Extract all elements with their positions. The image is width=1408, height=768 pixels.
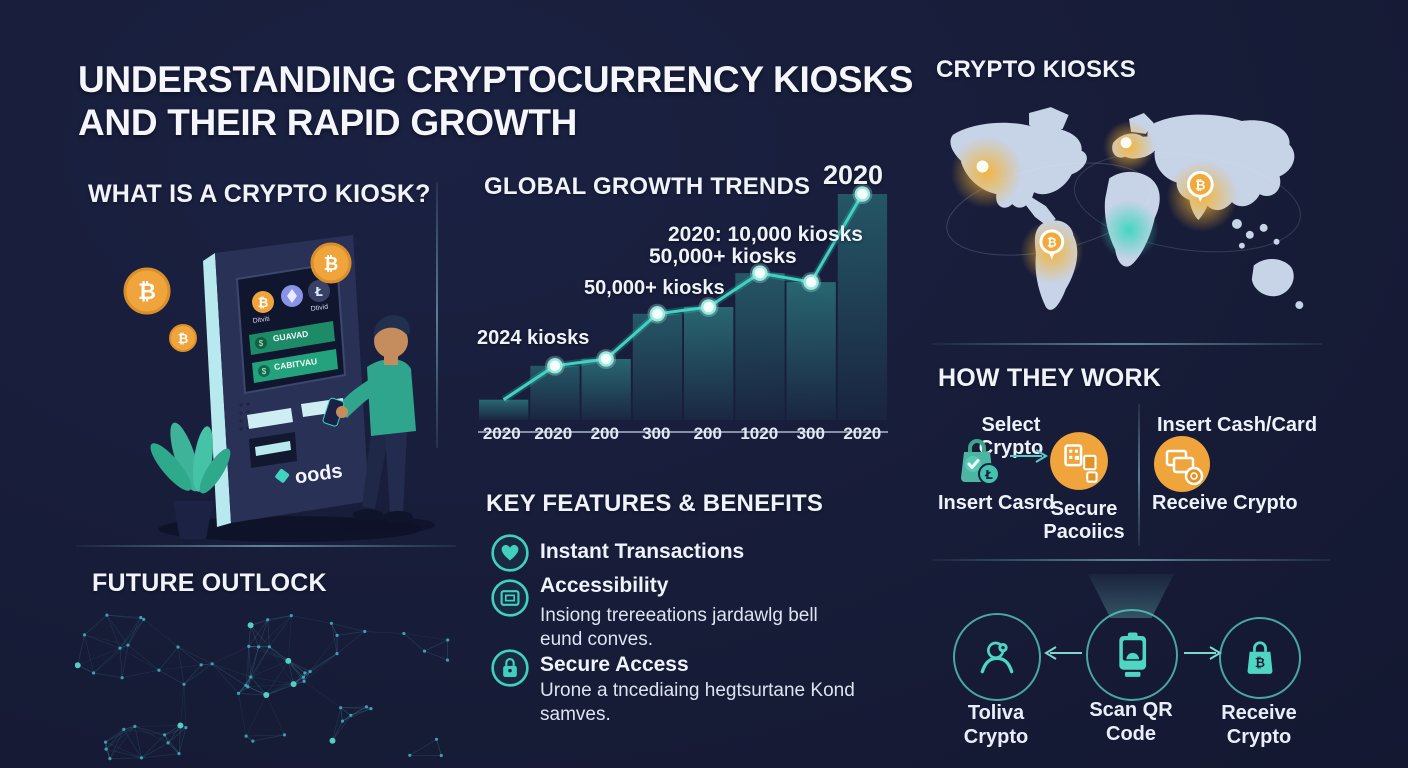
column-divider [436,182,438,448]
x-tick: 1020 [740,424,779,443]
screen-icon [491,579,529,617]
heart-icon [491,534,529,572]
qr-kiosk-icon [1050,432,1108,490]
svg-text:₿: ₿ [138,280,156,305]
flow-person-circle [953,613,1041,701]
arrow-right-icon [1010,449,1048,463]
kiosk-coin-label-1: Ditviti [252,316,270,325]
left-divider [76,545,456,547]
receive-crypto-label: Receive Crypto [1152,492,1298,514]
map-divider [932,343,1322,345]
crypto-bag-icon: ₿ [1247,641,1273,674]
chart-annotation-2020-10000: 2020: 10,000 kiosks [668,223,863,246]
chart-annotation-50000-b: 50,000+ kiosks [649,245,797,268]
feature-title-accessibility: Accessibility [540,574,669,597]
svg-text:$: $ [262,367,267,376]
select-crypto-label: Select Crypto [978,414,1044,459]
feature-title-secure: Secure Access [540,653,689,676]
how-divider [1138,404,1140,546]
chart-x-axis: 2020 2020 200 300 200 1020 300 2020 [476,424,888,444]
flow-left-label: Toliva Crypto [963,702,1029,748]
svg-text:₿: ₿ [324,254,339,275]
page-title-line1: UNDERSTANDING CRYPTOCURRENCY KIOSKS [78,59,914,100]
kiosk-scan-icon [1119,632,1147,677]
feature-title-instant: Instant Transactions [540,540,745,563]
chart-annotation-50000-a: 50,000+ kiosks [584,277,725,299]
growth-chart [478,184,888,433]
svg-text:Ł: Ł [984,468,993,482]
x-tick: 2020 [843,424,882,443]
features-heading: KEY FEATURES & BENEFITS [486,490,824,517]
crypto-kiosks-heading: CRYPTO KIOSKS [936,56,1136,83]
x-tick: 200 [693,424,722,443]
map-hotspots [950,120,1238,284]
network-graphic [75,613,450,761]
svg-text:GUAVAD: GUAVAD [272,329,309,344]
svg-text:₿: ₿ [178,332,189,347]
flow-right-label: Receive Crypto [1221,702,1297,748]
insert-cash-card-label: Insert Cash/Card [1157,414,1318,436]
flow-kiosk-circle [1086,609,1178,701]
flow-center-label: Scan QR Code [1089,699,1173,745]
person-illustration [322,315,416,523]
kiosk-slot-1 [247,408,293,429]
page-title: UNDERSTANDING CRYPTOCURRENCY KIOSKS AND … [78,58,938,145]
bag-check-icon: Ł [961,439,1000,485]
insert-card-label: Insert Casrd [938,492,1055,514]
feature-desc-secure: Urone a tncediaing hegtsurtane Kond samv… [540,680,855,725]
svg-text:$: $ [259,339,264,348]
svg-text:Ł: Ł [314,285,323,299]
crypto-kiosk-illustration: ₿ Ł Ditviti Dtivid $ GUAVAD $ CABITVAU o… [123,235,435,542]
chart-annotation-2020-peak: 2020 [823,160,884,190]
how-bottom-divider [932,559,1330,561]
svg-text:₿: ₿ [258,296,269,311]
kiosk-screen-buttons: $ GUAVAD $ CABITVAU [249,321,338,383]
x-tick: 300 [642,424,671,443]
kiosk-screen-coins: ₿ Ł [252,280,330,313]
svg-text:₿: ₿ [1195,178,1205,193]
x-tick: 2020 [482,424,521,443]
plant [150,422,231,539]
arrow-left-icon [1044,646,1082,660]
cards-coin-icon [1154,436,1210,492]
what-is-heading: WHAT IS A CRYPTO KIOSK? [88,180,431,208]
svg-text:₿: ₿ [1255,655,1265,670]
person-icon [980,641,1014,674]
growth-trends-heading: GLOBAL GROWTH TRENDS [484,173,811,200]
secure-label: Secure Pacoiics [1043,498,1125,543]
x-tick: 200 [590,424,619,443]
future-outlook-heading: FUTURE OUTLOCK [92,569,327,597]
chart-annotation-2024-kiosks: 2024 kiosks [477,327,590,349]
floating-bitcoin-coins: ₿ ₿ ₿ [123,242,352,352]
x-tick: 2020 [534,424,573,443]
kiosk-coin-label-2: Dtivid [310,304,328,313]
how-they-work-heading: HOW THEY WORK [938,364,1161,392]
lock-icon [491,649,529,687]
svg-text:₿: ₿ [1047,236,1057,250]
flow-bag-circle: ₿ [1219,617,1301,699]
page-title-line2: AND THEIR RAPID GROWTH [78,102,578,144]
feature-desc-accessibility: Insiong trereeations jardawlg bell eund … [540,605,818,650]
map-pins: ₿ ₿ [976,137,1214,260]
world-map: ₿ ₿ [946,107,1304,310]
x-tick: 300 [796,424,825,443]
